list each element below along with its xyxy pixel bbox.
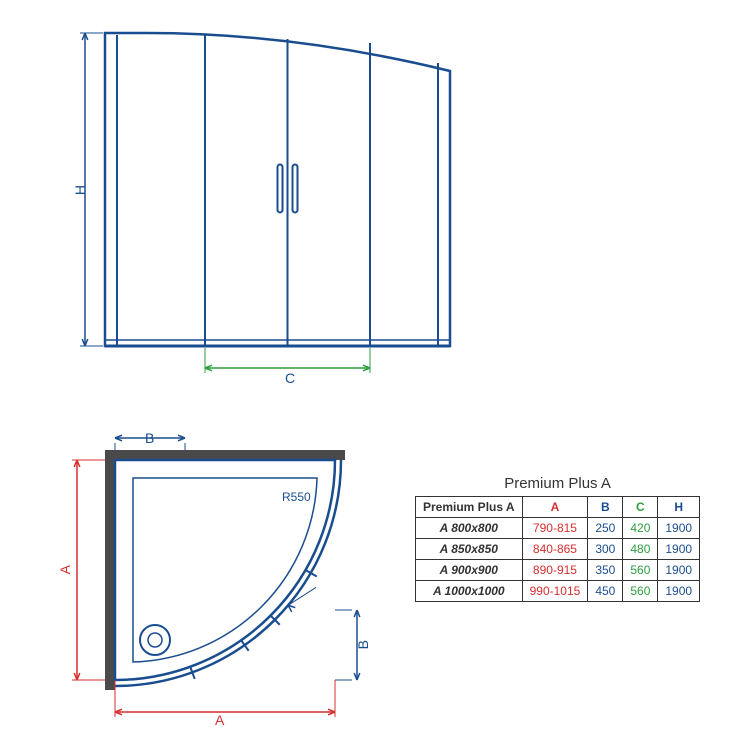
col-header-H: H (658, 497, 700, 518)
col-header-A: A (522, 497, 588, 518)
dim-label-A-left: A (57, 565, 73, 574)
cell-model: A 850x850 (416, 539, 523, 560)
cell-C: 480 (623, 539, 658, 560)
cell-C: 560 (623, 581, 658, 602)
table-row: A 850x850840-8653004801900 (416, 539, 700, 560)
cell-C: 560 (623, 560, 658, 581)
table-row: A 1000x1000990-10154505601900 (416, 581, 700, 602)
cell-B: 450 (588, 581, 623, 602)
radius-label: R550 (282, 490, 311, 504)
dim-label-B-right: B (355, 640, 371, 649)
cell-H: 1900 (658, 518, 700, 539)
cell-H: 1900 (658, 560, 700, 581)
cell-model: A 900x900 (416, 560, 523, 581)
dim-label-B-top: B (145, 430, 154, 446)
cell-A: 990-1015 (522, 581, 588, 602)
dimensions-table-container: Premium Plus A Premium Plus AABCH A 800x… (415, 475, 700, 602)
table-row: A 800x800790-8152504201900 (416, 518, 700, 539)
cell-model: A 1000x1000 (416, 581, 523, 602)
cell-H: 1900 (658, 581, 700, 602)
dimensions-table: Premium Plus AABCH A 800x800790-81525042… (415, 496, 700, 602)
table-row: A 900x900890-9153505601900 (416, 560, 700, 581)
dim-label-H: H (72, 185, 88, 195)
cell-C: 420 (623, 518, 658, 539)
table-title: Premium Plus A (415, 475, 700, 492)
cell-A: 790-815 (522, 518, 588, 539)
dim-label-C: C (285, 370, 295, 386)
cell-B: 250 (588, 518, 623, 539)
cell-B: 300 (588, 539, 623, 560)
cell-B: 350 (588, 560, 623, 581)
cell-A: 840-865 (522, 539, 588, 560)
col-header-C: C (623, 497, 658, 518)
cell-A: 890-915 (522, 560, 588, 581)
cell-H: 1900 (658, 539, 700, 560)
cell-model: A 800x800 (416, 518, 523, 539)
col-header-B: B (588, 497, 623, 518)
col-header-model: Premium Plus A (416, 497, 523, 518)
elevation-drawing (0, 0, 750, 420)
dim-label-A-bottom: A (215, 712, 224, 728)
plan-drawing (0, 420, 420, 750)
